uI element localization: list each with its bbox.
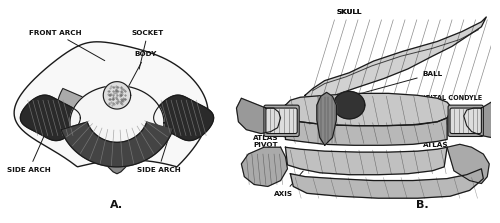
Polygon shape: [305, 17, 486, 102]
Text: SIDE ARCH: SIDE ARCH: [136, 133, 180, 173]
Text: AXIS: AXIS: [274, 171, 304, 197]
Text: SOCKET: SOCKET: [132, 30, 164, 69]
Text: BODY: BODY: [126, 51, 157, 91]
FancyBboxPatch shape: [266, 108, 297, 134]
FancyBboxPatch shape: [450, 108, 482, 134]
Polygon shape: [20, 95, 80, 140]
Text: ATLAS
PIVOT: ATLAS PIVOT: [253, 128, 318, 148]
Polygon shape: [14, 42, 208, 167]
Text: FRONT ARCH: FRONT ARCH: [29, 30, 105, 61]
Polygon shape: [154, 95, 214, 140]
Text: SKULL: SKULL: [336, 9, 362, 15]
Polygon shape: [286, 93, 452, 126]
Polygon shape: [334, 91, 365, 119]
Text: SIDE ARCH: SIDE ARCH: [8, 133, 51, 173]
Polygon shape: [286, 147, 447, 175]
Text: A.: A.: [110, 200, 124, 210]
FancyBboxPatch shape: [264, 105, 299, 136]
FancyBboxPatch shape: [448, 105, 484, 136]
Text: B.: B.: [416, 200, 429, 210]
Polygon shape: [61, 122, 173, 167]
Polygon shape: [104, 82, 130, 109]
Polygon shape: [70, 86, 164, 160]
Polygon shape: [464, 102, 500, 137]
Polygon shape: [56, 89, 91, 137]
Polygon shape: [236, 98, 281, 134]
Text: SOCKET: SOCKET: [376, 110, 455, 118]
Polygon shape: [317, 92, 336, 145]
Polygon shape: [242, 147, 288, 186]
Polygon shape: [105, 158, 128, 174]
Text: OCCIPITAL CONDYLE: OCCIPITAL CONDYLE: [355, 95, 482, 108]
Polygon shape: [286, 118, 447, 145]
Polygon shape: [447, 144, 489, 184]
Text: SKULL: SKULL: [336, 9, 362, 15]
Text: ATLAS: ATLAS: [416, 138, 448, 148]
Text: BALL: BALL: [356, 71, 442, 95]
Polygon shape: [290, 169, 484, 198]
